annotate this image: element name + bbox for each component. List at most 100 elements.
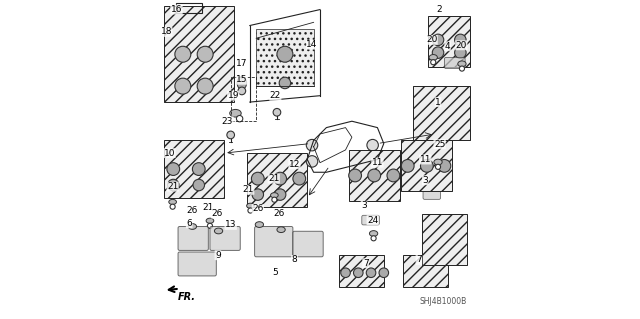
Circle shape xyxy=(252,189,264,200)
Circle shape xyxy=(454,34,466,46)
Text: 8: 8 xyxy=(292,256,298,264)
Bar xyxy=(230,77,256,121)
Circle shape xyxy=(170,204,175,209)
Circle shape xyxy=(277,46,293,62)
Text: 24: 24 xyxy=(367,216,378,225)
Text: 9: 9 xyxy=(215,251,221,260)
Circle shape xyxy=(238,87,246,95)
Text: 7: 7 xyxy=(363,259,369,268)
Circle shape xyxy=(207,223,212,228)
Circle shape xyxy=(175,78,191,94)
Text: 22: 22 xyxy=(269,91,281,100)
Text: 26: 26 xyxy=(186,206,198,215)
Circle shape xyxy=(193,179,205,191)
Circle shape xyxy=(387,169,400,182)
Text: 10: 10 xyxy=(164,149,175,158)
Text: 20: 20 xyxy=(456,41,467,50)
Circle shape xyxy=(401,160,414,172)
Circle shape xyxy=(279,77,291,89)
Ellipse shape xyxy=(206,218,214,223)
Circle shape xyxy=(367,156,378,167)
Circle shape xyxy=(236,115,243,122)
Text: 11: 11 xyxy=(372,158,383,167)
Text: SHJ4B1000B: SHJ4B1000B xyxy=(419,297,467,306)
Circle shape xyxy=(197,46,213,62)
Text: 1: 1 xyxy=(435,98,441,107)
Circle shape xyxy=(349,169,362,182)
Ellipse shape xyxy=(429,55,437,60)
Text: 4: 4 xyxy=(445,42,451,51)
FancyBboxPatch shape xyxy=(423,190,440,199)
Text: 19: 19 xyxy=(227,91,239,100)
Ellipse shape xyxy=(169,199,177,204)
Ellipse shape xyxy=(458,61,466,67)
Bar xyxy=(164,140,224,198)
FancyBboxPatch shape xyxy=(255,226,293,257)
FancyBboxPatch shape xyxy=(210,226,240,250)
Ellipse shape xyxy=(434,159,442,165)
Text: 3: 3 xyxy=(361,201,367,210)
Circle shape xyxy=(273,108,281,116)
Text: 16: 16 xyxy=(171,5,182,14)
Circle shape xyxy=(167,163,180,175)
Text: 21: 21 xyxy=(167,182,179,191)
Circle shape xyxy=(438,160,451,172)
FancyBboxPatch shape xyxy=(293,231,323,257)
Circle shape xyxy=(272,197,277,202)
Bar xyxy=(428,16,470,67)
Ellipse shape xyxy=(230,109,241,117)
Text: 21: 21 xyxy=(203,203,214,212)
Text: 11: 11 xyxy=(420,155,431,164)
Text: 5: 5 xyxy=(273,268,278,277)
Text: 26: 26 xyxy=(212,209,223,218)
Circle shape xyxy=(340,268,350,278)
FancyBboxPatch shape xyxy=(362,215,380,225)
Ellipse shape xyxy=(369,231,378,236)
Circle shape xyxy=(274,172,287,185)
Text: 21: 21 xyxy=(268,174,280,183)
Circle shape xyxy=(248,208,253,213)
Text: FR.: FR. xyxy=(178,292,196,302)
Text: 23: 23 xyxy=(222,117,233,126)
Text: 15: 15 xyxy=(236,75,248,84)
Ellipse shape xyxy=(277,227,285,233)
Text: 7: 7 xyxy=(416,256,422,264)
Circle shape xyxy=(367,139,378,151)
Text: 2: 2 xyxy=(437,5,442,14)
Text: 3: 3 xyxy=(422,176,428,185)
Circle shape xyxy=(197,78,213,94)
Bar xyxy=(246,153,307,207)
Text: 13: 13 xyxy=(225,220,236,229)
Circle shape xyxy=(420,160,433,172)
Circle shape xyxy=(307,156,318,167)
Ellipse shape xyxy=(188,224,196,229)
Circle shape xyxy=(275,189,286,200)
Circle shape xyxy=(431,60,436,65)
Text: 20: 20 xyxy=(426,35,437,44)
FancyBboxPatch shape xyxy=(178,226,209,250)
Bar xyxy=(339,255,384,287)
Circle shape xyxy=(307,139,318,151)
Circle shape xyxy=(460,66,465,71)
Text: 25: 25 xyxy=(434,140,445,149)
Bar xyxy=(403,255,447,287)
Circle shape xyxy=(454,47,466,58)
Text: 14: 14 xyxy=(307,40,317,49)
Ellipse shape xyxy=(237,77,246,89)
Circle shape xyxy=(368,169,381,182)
Circle shape xyxy=(353,268,363,278)
Circle shape xyxy=(175,46,191,62)
Circle shape xyxy=(293,172,306,185)
Text: 6: 6 xyxy=(186,219,192,228)
Bar xyxy=(177,3,202,13)
Circle shape xyxy=(435,164,440,169)
Circle shape xyxy=(366,268,376,278)
Circle shape xyxy=(371,236,376,241)
Text: 12: 12 xyxy=(289,160,300,169)
Circle shape xyxy=(432,47,444,58)
Bar xyxy=(422,214,467,265)
Bar xyxy=(164,6,234,102)
Circle shape xyxy=(227,131,234,139)
Circle shape xyxy=(193,163,205,175)
Circle shape xyxy=(379,268,388,278)
